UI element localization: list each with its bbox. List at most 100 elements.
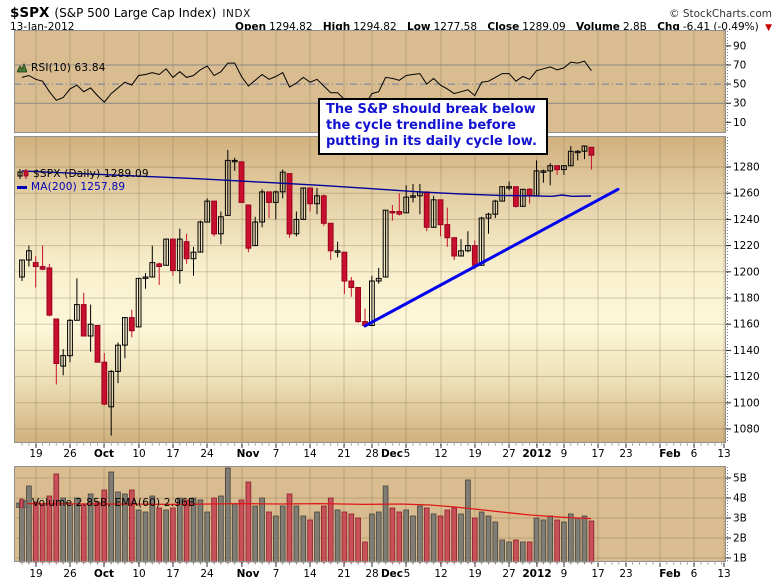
cycle-trendline [363,187,620,328]
svg-text:10: 10 [733,117,746,129]
right-axis [726,31,731,561]
volume-bars [19,467,595,563]
svg-text:7: 7 [273,448,280,460]
svg-text:Dec: Dec [381,568,403,580]
ma200-line [21,170,592,198]
svg-text:Feb: Feb [659,568,681,580]
svg-text:Oct: Oct [94,448,114,460]
svg-text:17: 17 [591,568,604,580]
main-pane-bg [14,136,726,443]
ma-legend: MA(200) 1257.89 [17,181,125,193]
svg-text:1280: 1280 [733,162,760,174]
svg-text:9: 9 [561,568,568,580]
svg-text:13: 13 [717,568,730,580]
svg-text:5: 5 [404,448,411,460]
svg-text:28: 28 [365,448,378,460]
svg-text:9: 9 [561,448,568,460]
svg-text:Feb: Feb [659,448,681,460]
svg-text:1260: 1260 [733,188,760,200]
svg-text:6: 6 [691,448,698,460]
svg-text:1120: 1120 [733,371,760,383]
svg-text:5: 5 [404,568,411,580]
svg-text:28: 28 [365,568,378,580]
ma-line-swatch-icon [17,185,27,189]
main-panel-label: $SPX (Daily) 1289.09 [33,168,149,180]
svg-text:10: 10 [132,568,145,580]
ma-legend-label: MA(200) 1257.89 [31,181,126,193]
chart-svg: 1280 1260 1240 1220 1200 1180 1160 1140 1120 1100… [14,30,760,580]
svg-text:Nov: Nov [237,568,260,580]
svg-text:14: 14 [303,568,317,580]
svg-text:1140: 1140 [733,345,760,357]
svg-text:90: 90 [733,40,746,52]
rsi-panel-label: RSI(10) 63.84 [31,62,106,74]
svg-text:10: 10 [132,448,145,460]
svg-text:2B: 2B [733,533,747,545]
change-down-triangle-icon: ▼ [765,23,772,33]
svg-text:19: 19 [468,448,481,460]
svg-text:7: 7 [273,568,280,580]
ticker-title: $SPX (S&P 500 Large Cap Index) INDX [10,2,251,21]
svg-text:24: 24 [200,568,214,580]
pane-border [14,466,726,562]
svg-text:27: 27 [502,568,515,580]
annotation-line-2: the cycle trendline before [326,118,516,133]
rsi-indicator-icon [17,63,27,73]
svg-text:12: 12 [434,568,447,580]
annotation-box: The S&P should break below the cycle tre… [318,98,548,155]
chart-header: $SPX (S&P 500 Large Cap Index) INDX © Stoc… [0,0,780,33]
svg-text:17: 17 [591,448,604,460]
svg-text:2012: 2012 [522,568,551,580]
svg-text:5B: 5B [733,473,747,485]
svg-text:1080: 1080 [733,424,760,436]
copyright-text: © StockCharts.com [669,8,772,20]
svg-text:4B: 4B [733,493,747,505]
svg-text:1240: 1240 [733,214,760,226]
svg-text:23: 23 [619,568,632,580]
annotation-line-1: The S&P should break below [326,102,536,117]
svg-text:1B: 1B [733,553,747,565]
svg-text:14: 14 [303,448,317,460]
svg-text:17: 17 [166,448,179,460]
ema60-line [21,502,592,520]
svg-text:Dec: Dec [381,448,403,460]
candles [19,145,595,436]
svg-text:1100: 1100 [733,397,760,409]
svg-text:Nov: Nov [237,448,260,460]
rsi-line [21,60,592,106]
ticker-symbol: $SPX [10,5,50,21]
svg-text:21: 21 [337,568,350,580]
ticker-name: (S&P 500 Large Cap Index) [54,6,217,20]
svg-text:70: 70 [733,60,746,72]
annotation-line-3: putting in its daily cycle low. [326,134,537,149]
candlestick-chart-icon [17,169,29,179]
svg-text:13: 13 [717,448,730,460]
main-panel-header: $SPX (Daily) 1289.09 [17,168,149,180]
svg-text:12: 12 [434,448,447,460]
svg-text:1180: 1180 [733,293,760,305]
svg-text:1200: 1200 [733,266,760,278]
svg-text:3B: 3B [733,513,747,525]
volume-bars-icon [16,498,28,508]
svg-text:1220: 1220 [733,240,760,252]
svg-text:19: 19 [29,448,42,460]
svg-text:24: 24 [200,448,214,460]
rsi-panel-header: RSI(10) 63.84 [17,62,106,74]
svg-text:26: 26 [63,448,77,460]
svg-text:19: 19 [29,568,42,580]
svg-text:6: 6 [691,568,698,580]
svg-text:50: 50 [733,79,746,91]
svg-text:27: 27 [502,448,515,460]
chart-area: 1280 1260 1240 1220 1200 1180 1160 1140 1120 1100… [0,30,780,586]
volume-panel-label: Volume 2.85B, EMA(60) 2.96B [32,497,196,509]
svg-text:19: 19 [468,568,481,580]
svg-text:23: 23 [619,448,632,460]
ticker-exchange: INDX [222,8,251,20]
svg-text:30: 30 [733,98,746,110]
svg-text:17: 17 [166,568,179,580]
svg-text:2012: 2012 [522,448,551,460]
svg-text:26: 26 [63,568,77,580]
svg-text:21: 21 [337,448,350,460]
svg-text:1160: 1160 [733,319,760,331]
